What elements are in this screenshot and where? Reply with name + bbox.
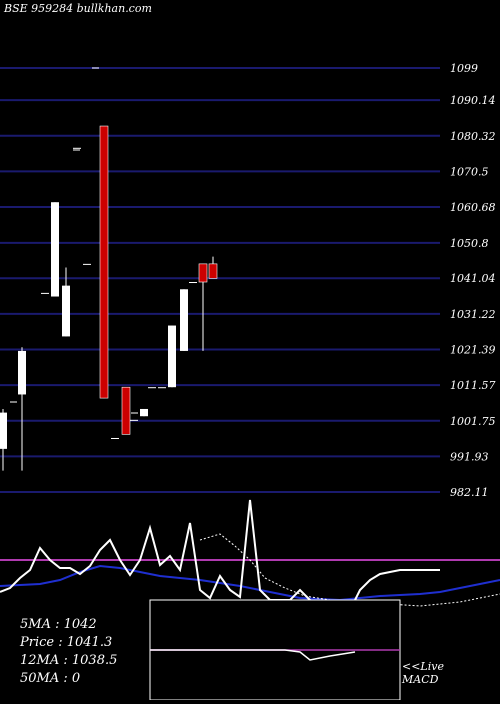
candle-body bbox=[148, 387, 156, 389]
candle-body bbox=[168, 325, 176, 388]
y-tick-label: 1050.8 bbox=[450, 237, 489, 250]
live-label: <<Live bbox=[402, 660, 444, 673]
candle-body bbox=[18, 350, 26, 395]
y-tick-label: 1090.14 bbox=[450, 94, 496, 107]
y-tick-label: 1031.22 bbox=[450, 308, 496, 321]
candle-body bbox=[83, 263, 91, 265]
ma50-readout: 50MA : 0 bbox=[20, 671, 81, 686]
candle-body bbox=[189, 282, 197, 284]
candle-body bbox=[130, 419, 138, 421]
price-readout: Price : 1041.3 bbox=[20, 635, 113, 650]
candle-body bbox=[73, 147, 81, 149]
ma5-readout: 5MA : 1042 bbox=[20, 617, 97, 632]
candle-body bbox=[180, 289, 188, 351]
candle-body bbox=[62, 285, 70, 337]
candle-body bbox=[208, 263, 218, 279]
macd-line bbox=[150, 649, 356, 661]
y-tick-label: 1060.68 bbox=[450, 201, 496, 214]
y-tick-label: 1041.04 bbox=[450, 272, 496, 285]
y-tick-label: 982.11 bbox=[450, 486, 489, 499]
y-tick-label: 1080.32 bbox=[450, 130, 496, 143]
candle-body bbox=[140, 408, 148, 417]
y-tick-label: 1001.75 bbox=[450, 415, 496, 428]
candle-body bbox=[121, 386, 131, 435]
candle-body bbox=[99, 125, 109, 399]
candle-body bbox=[111, 437, 119, 439]
live-macd-link[interactable]: <<Live MACD bbox=[402, 660, 444, 686]
stats-panel: 5MA : 1042 Price : 1041.3 12MA : 1038.5 … bbox=[20, 616, 117, 688]
y-tick-label: 1099 bbox=[450, 62, 478, 75]
candle-body bbox=[0, 412, 7, 449]
candle-body bbox=[51, 202, 59, 297]
ma12-readout: 12MA : 1038.5 bbox=[20, 653, 118, 668]
y-tick-label: 991.93 bbox=[450, 450, 489, 463]
candle-body bbox=[41, 292, 49, 294]
macd-label: MACD bbox=[402, 673, 439, 686]
candle-body bbox=[198, 263, 208, 283]
y-tick-label: 1011.57 bbox=[450, 379, 496, 392]
y-tick-label: 1070.5 bbox=[450, 165, 489, 178]
y-tick-label: 1021.39 bbox=[450, 344, 496, 357]
chart-title: BSE 959284 bullkhan.com bbox=[4, 2, 152, 15]
candle-body bbox=[158, 387, 166, 389]
